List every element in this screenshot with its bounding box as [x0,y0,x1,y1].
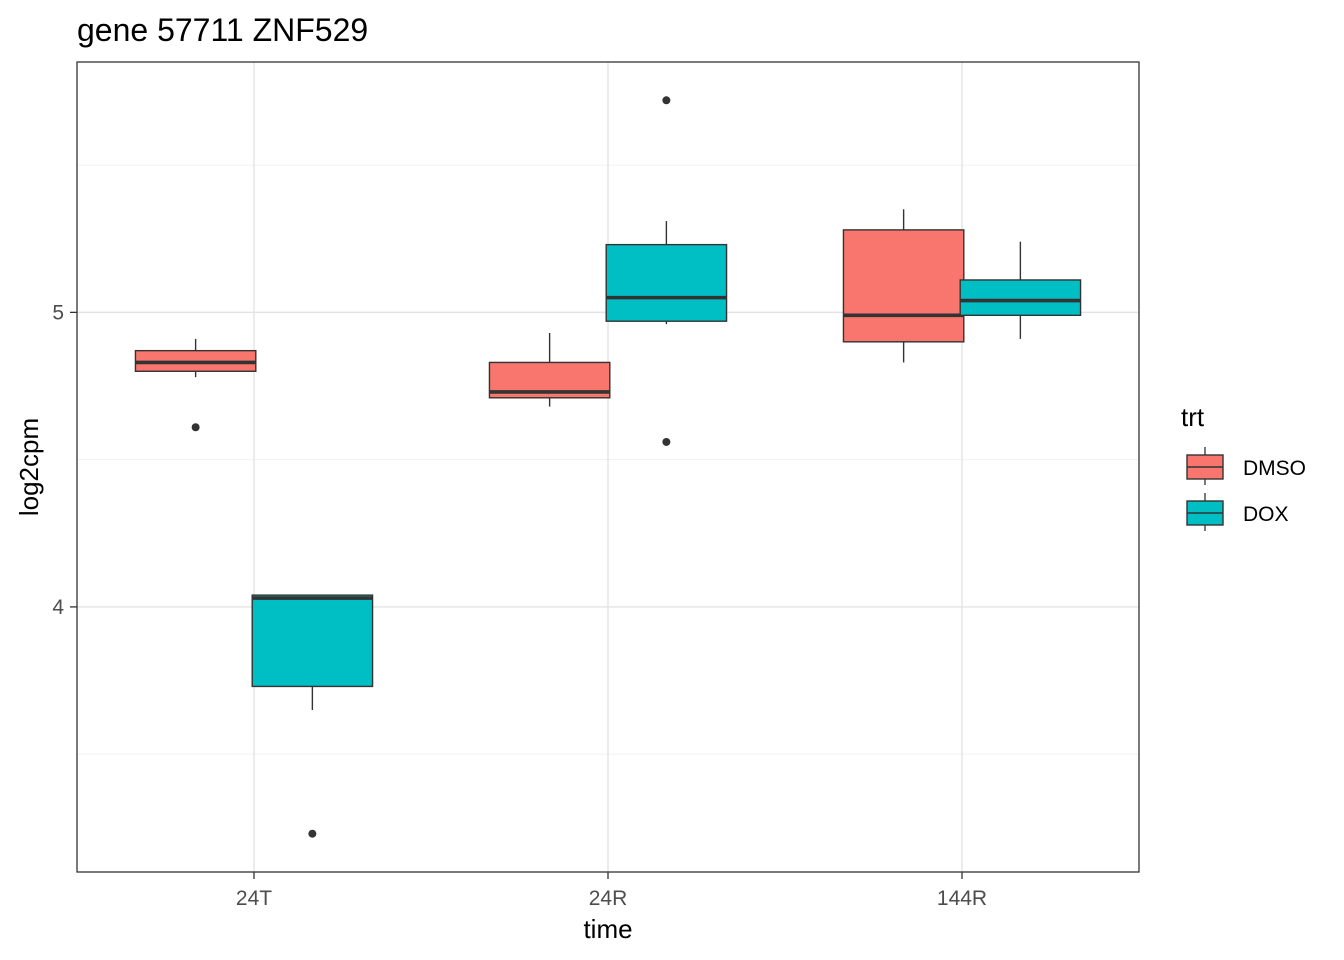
box-body [605,243,728,322]
outlier-point [662,96,671,105]
box-dmso-24r [488,332,611,407]
axes: 4 5 24T 24R 144R [52,301,987,910]
outlier-point [191,423,200,432]
legend: trt DMSO DOX [1181,402,1306,531]
box-body [251,594,374,688]
legend-label: DOX [1243,503,1289,526]
legend-title: trt [1181,402,1205,432]
box-dox-24r [605,96,728,446]
chart-title: gene 57711 ZNF529 [77,12,368,48]
box-dox-24t [251,594,374,838]
box-dox-144r [959,241,1082,339]
x-tick-label: 144R [937,887,987,910]
x-tick-label: 24T [236,887,272,910]
grid-lines [77,62,1139,872]
box-body [842,229,965,343]
plot-area [134,96,1082,838]
box-dmso-144r [842,209,965,363]
x-axis-title: time [583,914,632,944]
legend-item-dox: DOX [1186,493,1289,531]
legend-label: DMSO [1243,457,1306,480]
y-tick-label: 5 [52,301,64,324]
legend-item-dmso: DMSO [1186,447,1306,485]
y-tick-label: 4 [52,596,64,619]
box-body [959,279,1082,317]
box-dmso-24t [134,338,257,432]
y-axis-title: log2cpm [14,418,44,516]
outlier-point [308,829,317,838]
x-tick-label: 24R [589,887,628,910]
outlier-point [662,437,671,446]
